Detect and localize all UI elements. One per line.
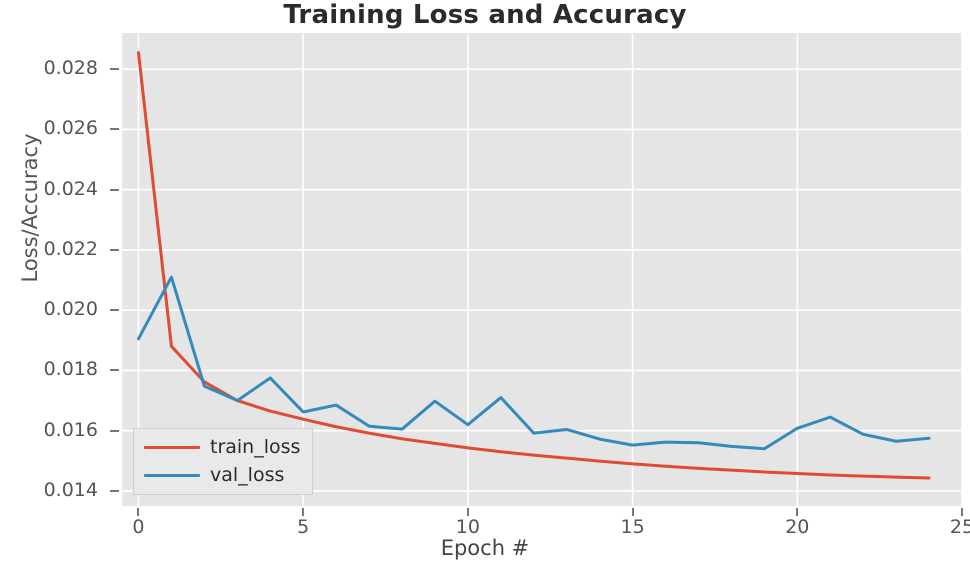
y-tick-mark	[110, 128, 119, 131]
x-tick-label: 25	[949, 516, 970, 538]
y-tick-label: 0.020	[43, 298, 98, 321]
chart-title: Training Loss and Accuracy	[283, 0, 687, 30]
y-tick-label: 0.024	[43, 177, 98, 200]
y-tick-mark	[110, 188, 119, 191]
y-tick-label: 0.028	[43, 57, 98, 80]
legend-label-val-loss: val_loss	[210, 463, 285, 486]
x-tick-label: 15	[620, 516, 645, 538]
series-line-val-loss	[136, 275, 931, 451]
gridlines-vertical	[137, 33, 962, 506]
x-tick-mark	[961, 508, 963, 516]
x-tick-mark	[137, 508, 140, 516]
x-tick-mark	[631, 508, 634, 516]
y-tick-label: 0.026	[43, 117, 98, 140]
y-tick-mark	[110, 248, 119, 251]
y-tick-mark	[110, 489, 119, 492]
y-tick-label: 0.016	[43, 418, 98, 441]
y-tick-mark	[110, 369, 119, 372]
series-line-train-loss	[136, 51, 931, 480]
legend-label-train-loss: train_loss	[210, 435, 301, 458]
y-tick-label: 0.014	[43, 478, 98, 501]
y-tick-mark	[110, 68, 119, 71]
plot-area	[122, 33, 962, 506]
legend-swatch-val-loss	[144, 473, 200, 477]
y-axis-label: Loss/Accuracy	[18, 133, 42, 283]
legend-item-val-loss: val_loss	[144, 463, 300, 487]
y-tick-mark	[110, 429, 119, 432]
y-tick-label: 0.018	[43, 358, 98, 381]
x-tick-label: 0	[132, 516, 145, 538]
plot-svg	[122, 33, 962, 506]
chart-legend: train_loss val_loss	[133, 428, 314, 495]
x-axis-label: Epoch #	[440, 536, 530, 560]
y-tick-mark	[110, 309, 119, 312]
x-tick-mark	[302, 508, 305, 516]
legend-swatch-train-loss	[144, 445, 200, 449]
x-tick-label: 5	[297, 516, 310, 538]
legend-item-train-loss: train_loss	[144, 435, 300, 459]
series-lines	[136, 51, 931, 480]
x-tick-label: 20	[785, 516, 810, 538]
x-tick-mark	[466, 508, 469, 516]
y-tick-label: 0.022	[43, 237, 98, 260]
x-tick-label: 10	[455, 516, 480, 538]
x-tick-mark	[796, 508, 799, 516]
